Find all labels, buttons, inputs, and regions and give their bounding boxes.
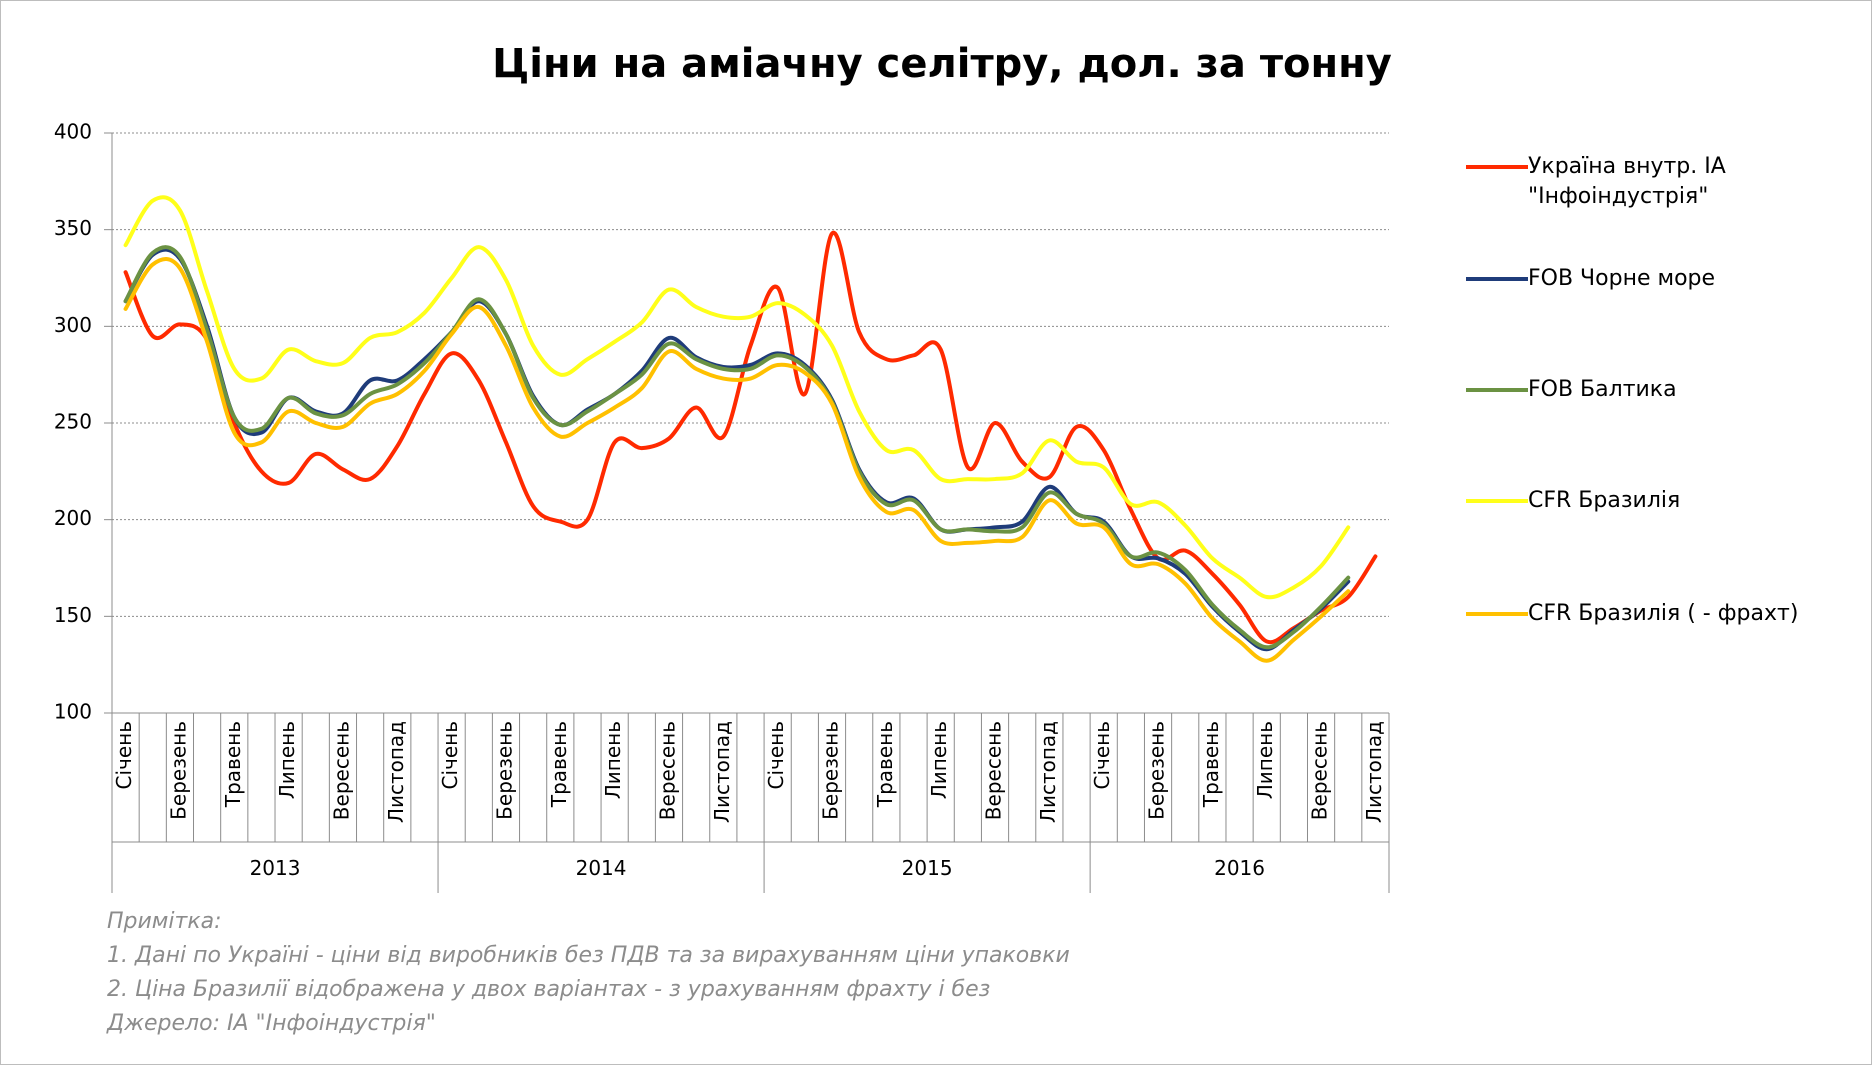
legend-swatch <box>1466 388 1528 392</box>
x-tick-label: Травень <box>547 721 571 808</box>
year-label: 2014 <box>576 856 627 880</box>
y-tick-label: 150 <box>54 603 92 627</box>
legend-entry: FOB Чорне море <box>1466 264 1828 294</box>
legend-label: FOB Балтика <box>1528 377 1677 402</box>
y-tick-label: 100 <box>54 700 92 724</box>
series-line <box>123 247 1351 652</box>
y-tick-label: 300 <box>54 313 92 337</box>
chart-title: Ціни на аміачну селітру, дол. за тонну <box>492 41 1392 87</box>
x-tick-label: Вересень <box>982 721 1006 820</box>
legend-label: Україна внутр. ІА "Інфоіндустрія" <box>1528 154 1726 209</box>
x-tick-label: Листопад <box>384 721 408 823</box>
series-line <box>123 195 1351 600</box>
x-tick-label: Листопад <box>710 721 734 823</box>
x-tick-label: Січень <box>764 721 788 790</box>
x-tick-label: Травень <box>221 721 245 808</box>
note-line: Примітка: <box>107 909 222 934</box>
x-tick-label: Січень <box>1090 721 1114 790</box>
year-label: 2013 <box>250 856 301 880</box>
series-line <box>123 257 1351 663</box>
x-tick-label: Січень <box>112 721 136 790</box>
notes: Примітка: 1. Дані по Україні - ціни від в… <box>107 905 1070 1041</box>
legend-entry: CFR Бразилія <box>1466 486 1828 516</box>
x-tick-label: Листопад <box>1036 721 1060 823</box>
legend-swatch <box>1466 612 1528 616</box>
y-tick-label: 400 <box>54 120 92 144</box>
series-line <box>123 245 1351 650</box>
x-tick-label: Липень <box>1253 721 1277 799</box>
legend-label: CFR Бразилія ( - фрахт) <box>1528 601 1799 626</box>
y-tick-label: 250 <box>54 410 92 434</box>
x-tick-label: Березень <box>819 721 843 820</box>
legend-swatch <box>1466 277 1528 281</box>
legend-label: FOB Чорне море <box>1528 266 1716 291</box>
x-tick-label: Вересень <box>1308 721 1332 820</box>
year-label: 2016 <box>1214 856 1265 880</box>
x-tick-label: Травень <box>873 721 897 808</box>
y-tick-label: 200 <box>54 506 92 530</box>
x-tick-label: Вересень <box>655 721 679 820</box>
note-line: Джерело: ІА "Інфоіндустрія" <box>107 1011 436 1036</box>
x-tick-label: Березень <box>166 721 190 820</box>
x-tick-label: Березень <box>1145 721 1169 820</box>
series-line <box>123 230 1378 645</box>
x-tick-label: Березень <box>492 721 516 820</box>
note-line: 2. Ціна Бразилії відображена у двох варі… <box>107 977 991 1002</box>
x-tick-label: Січень <box>438 721 462 790</box>
y-tick-label: 350 <box>54 216 92 240</box>
legend-swatch <box>1466 499 1528 503</box>
x-tick-label: Липень <box>601 721 625 799</box>
x-tick-label: Травень <box>1199 721 1223 808</box>
note-line: 1. Дані по Україні - ціни від виробників… <box>107 943 1070 968</box>
legend-entry: FOB Балтика <box>1466 375 1828 405</box>
x-tick-label: Липень <box>927 721 951 799</box>
legend-swatch <box>1466 165 1528 169</box>
x-tick-label: Листопад <box>1362 721 1386 823</box>
year-label: 2015 <box>902 856 953 880</box>
x-tick-label: Липень <box>275 721 299 799</box>
x-tick-label: Вересень <box>329 721 353 820</box>
legend-label: CFR Бразилія <box>1528 488 1681 513</box>
legend-entry: Україна внутр. ІА "Інфоіндустрія" <box>1466 152 1828 212</box>
legend-entry: CFR Бразилія ( - фрахт) <box>1466 599 1828 629</box>
